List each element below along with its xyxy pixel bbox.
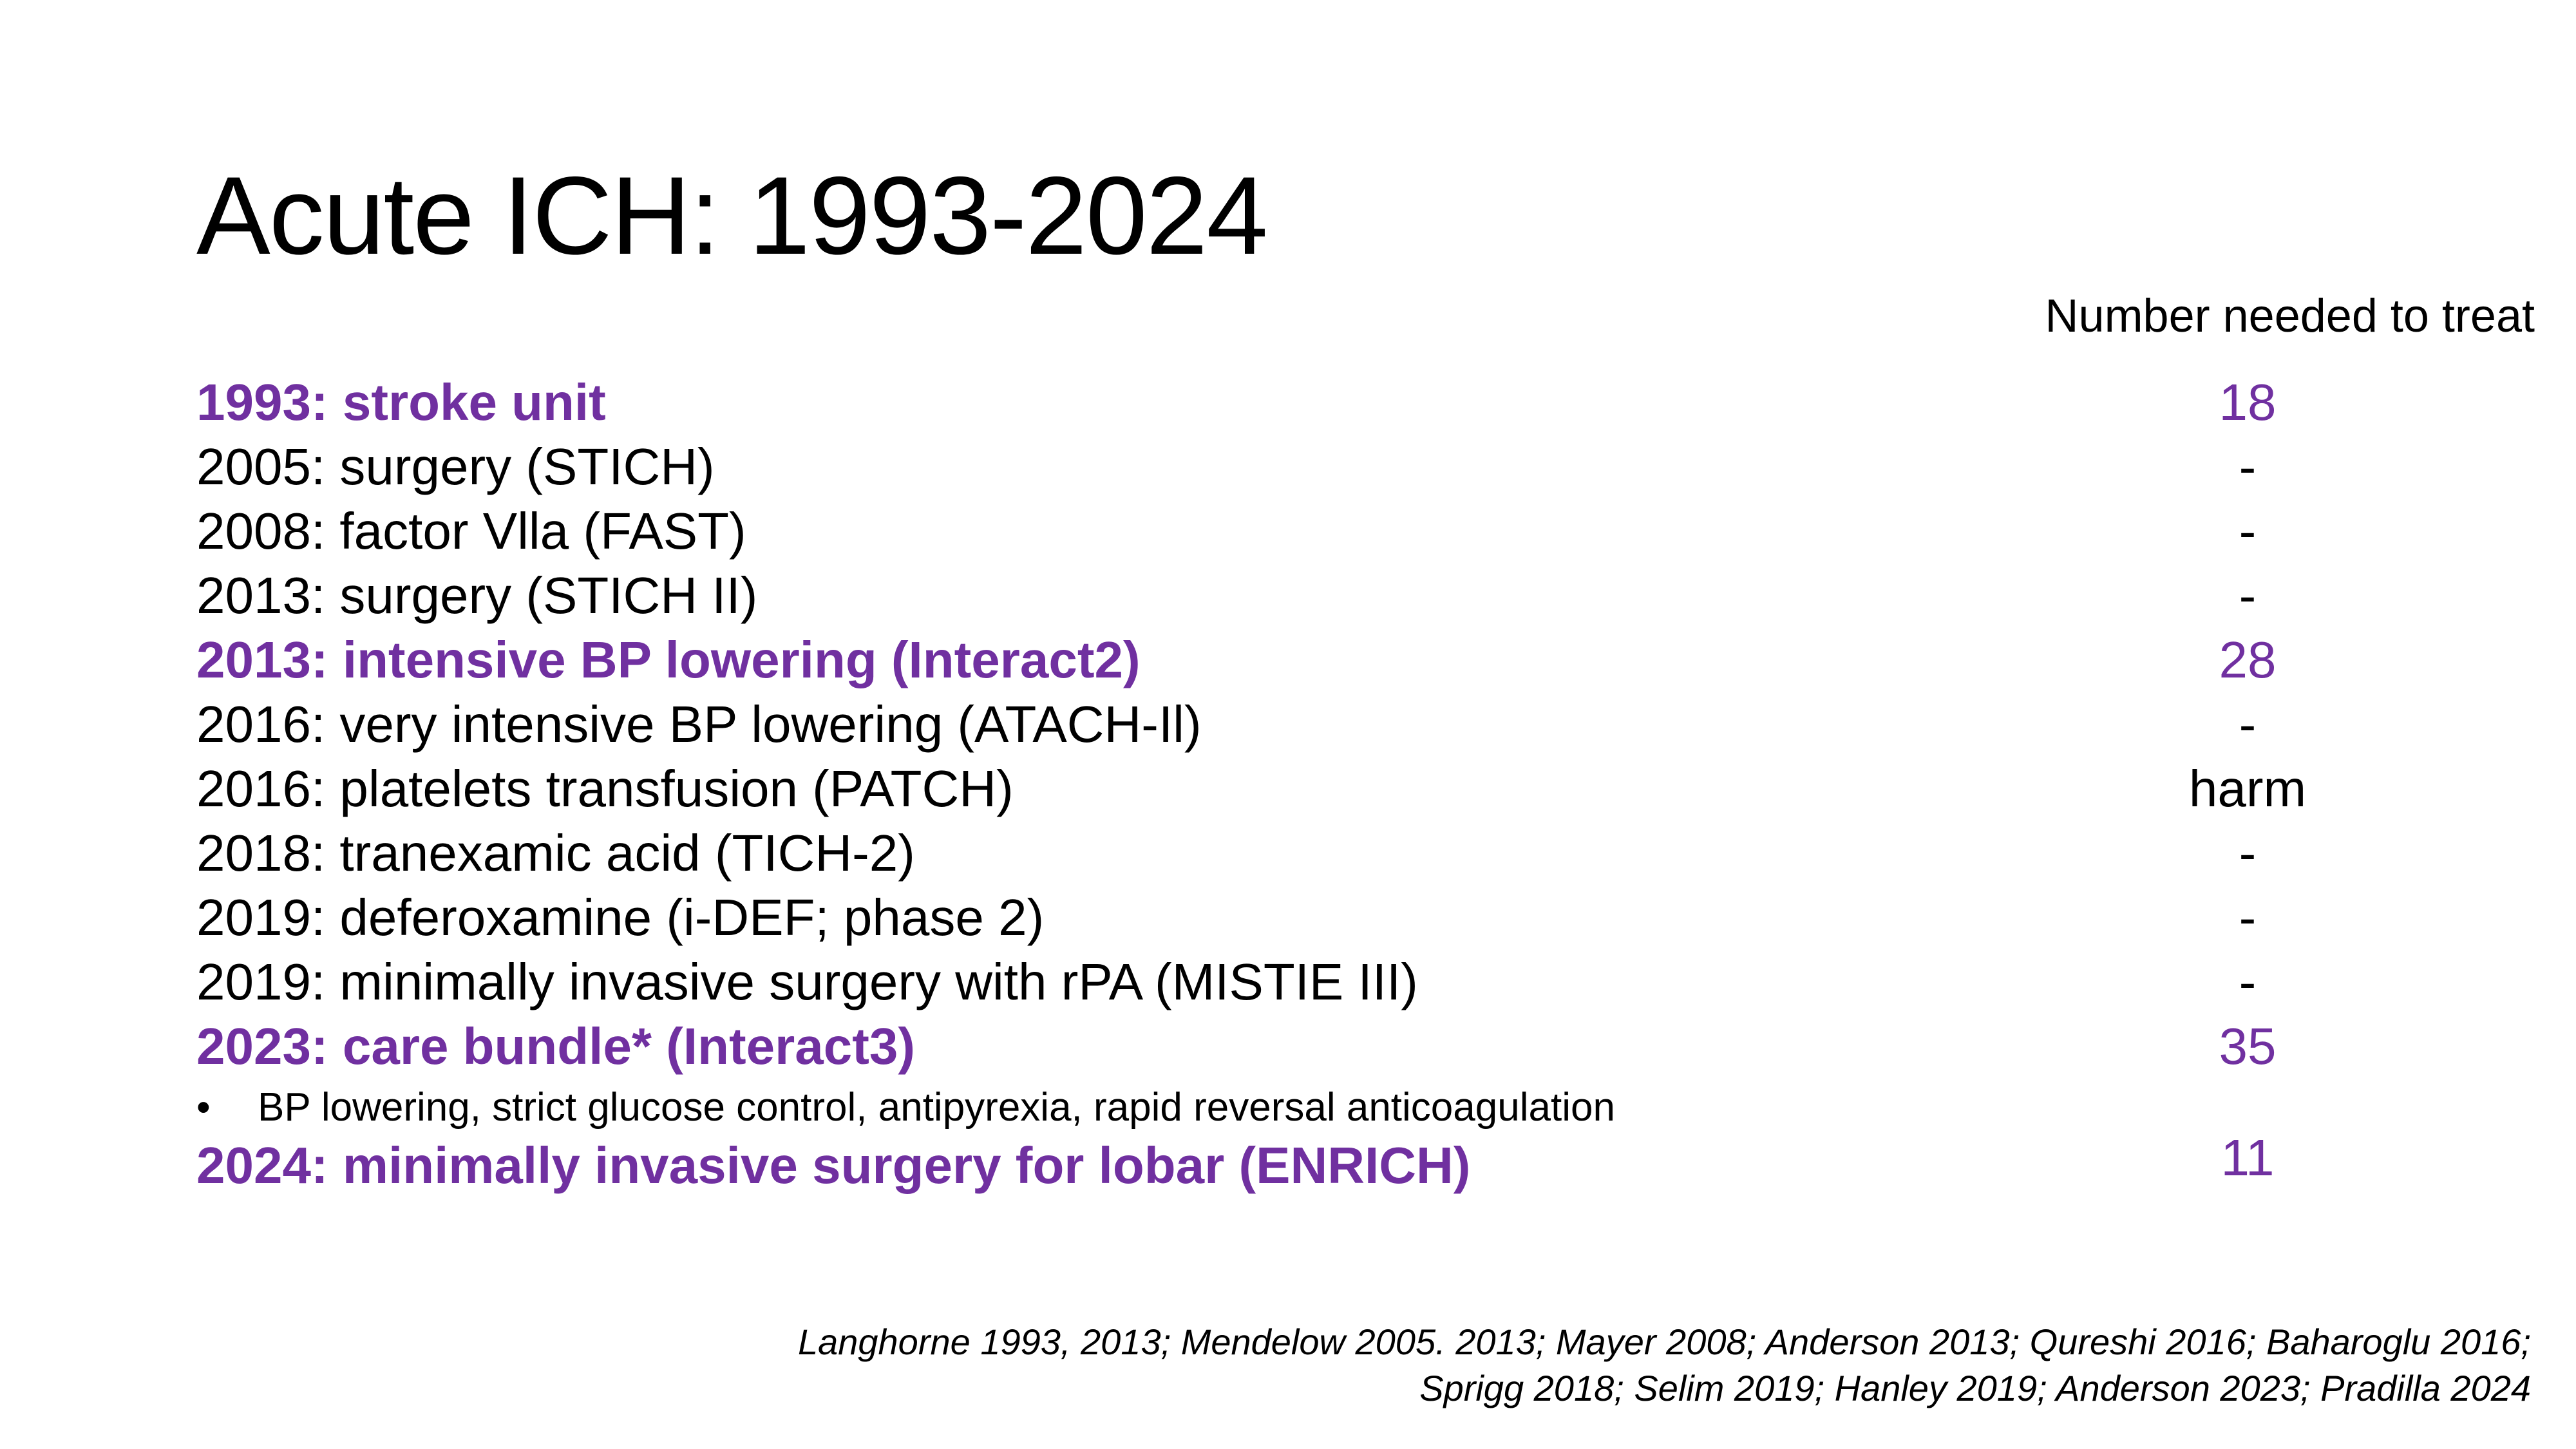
trial-label: 2019: minimally invasive surgery with rP… bbox=[196, 953, 1418, 1010]
nnt-value: - bbox=[2239, 502, 2257, 560]
slide-title: Acute ICH: 1993-2024 bbox=[196, 154, 1268, 278]
trial-label: 2005: surgery (STICH) bbox=[196, 438, 715, 495]
references-line: Langhorne 1993, 2013; Mendelow 2005. 201… bbox=[797, 1321, 2531, 1362]
care-bundle-detail-text: BP lowering, strict glucose control, ant… bbox=[258, 1085, 1615, 1130]
nnt-value: harm bbox=[2188, 760, 2307, 817]
nnt-value: 35 bbox=[2219, 1018, 2277, 1075]
trial-label: 2008: factor Vlla (FAST) bbox=[196, 502, 746, 560]
references-line: Sprigg 2018; Selim 2019; Hanley 2019; An… bbox=[1419, 1368, 2531, 1408]
trial-row: 2016: very intensive BP lowering (ATACH-… bbox=[196, 692, 2515, 757]
trial-label: 2024: minimally invasive surgery for lob… bbox=[196, 1137, 1471, 1194]
nnt-value: - bbox=[2239, 953, 2257, 1010]
trial-row: 2019: minimally invasive surgery with rP… bbox=[196, 950, 2515, 1014]
references: Langhorne 1993, 2013; Mendelow 2005. 201… bbox=[798, 1319, 2531, 1412]
trial-label: 2013: surgery (STICH II) bbox=[196, 567, 758, 624]
care-bundle-detail: • BP lowering, strict glucose control, an… bbox=[196, 1082, 1615, 1133]
nnt-value: 11 bbox=[2221, 1129, 2275, 1186]
trial-row: 1993: stroke unit 18 bbox=[196, 370, 2515, 435]
trial-row: 2013: intensive BP lowering (Interact2) … bbox=[196, 628, 2515, 692]
trial-label: 2018: tranexamic acid (TICH-2) bbox=[196, 824, 915, 882]
nnt-value: - bbox=[2239, 567, 2257, 624]
nnt-value: - bbox=[2239, 438, 2257, 495]
nnt-value: - bbox=[2239, 824, 2257, 882]
trial-label: 1993: stroke unit bbox=[196, 374, 606, 431]
trial-row: 2016: platelets transfusion (PATCH) harm bbox=[196, 757, 2515, 821]
nnt-value: 28 bbox=[2219, 631, 2277, 688]
trial-label: 2013: intensive BP lowering (Interact2) bbox=[196, 631, 1141, 688]
trial-row: 2024: minimally invasive surgery for lob… bbox=[196, 1129, 2515, 1198]
trial-row: 2019: deferoxamine (i-DEF; phase 2) - bbox=[196, 886, 2515, 950]
trial-row: 2013: surgery (STICH II) - bbox=[196, 564, 2515, 628]
nnt-value: - bbox=[2239, 889, 2257, 946]
trial-row: 2018: tranexamic acid (TICH-2) - bbox=[196, 821, 2515, 886]
trial-row: 2005: surgery (STICH) - bbox=[196, 435, 2515, 499]
trial-label: 2016: platelets transfusion (PATCH) bbox=[196, 760, 1014, 817]
nnt-value: 18 bbox=[2219, 374, 2277, 431]
nnt-value: - bbox=[2239, 696, 2257, 753]
nnt-column-header: Number needed to treat bbox=[2045, 290, 2535, 342]
trial-row: 2008: factor Vlla (FAST) - bbox=[196, 499, 2515, 564]
trial-row: 2023: care bundle* (Interact3) 35 bbox=[196, 1014, 2515, 1079]
bullet-marker: • bbox=[196, 1085, 211, 1130]
trial-label: 2023: care bundle* (Interact3) bbox=[196, 1018, 915, 1075]
trial-label: 2019: deferoxamine (i-DEF; phase 2) bbox=[196, 889, 1045, 946]
trial-label: 2016: very intensive BP lowering (ATACH-… bbox=[196, 696, 1202, 753]
